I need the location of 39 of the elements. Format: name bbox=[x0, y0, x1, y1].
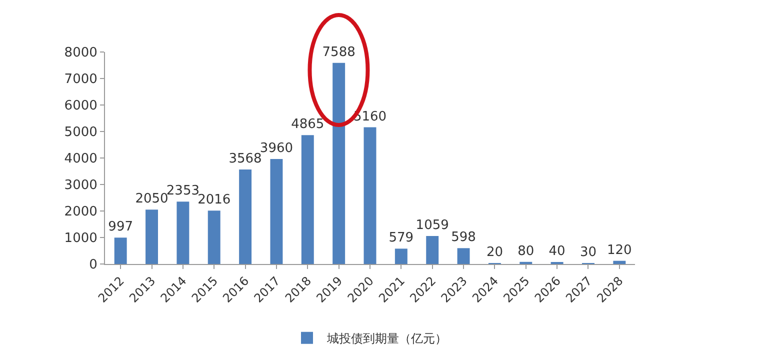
bar bbox=[457, 248, 470, 264]
y-tick-label: 4000 bbox=[64, 152, 98, 167]
bar bbox=[239, 169, 252, 264]
y-tick-label: 2000 bbox=[64, 204, 98, 220]
data-label: 30 bbox=[580, 245, 597, 260]
y-tick-label: 0 bbox=[89, 258, 98, 273]
data-label: 40 bbox=[548, 244, 566, 259]
data-label: 4865 bbox=[291, 117, 324, 132]
data-label: 997 bbox=[108, 220, 133, 235]
data-label: 579 bbox=[388, 230, 414, 246]
bar bbox=[176, 202, 190, 264]
data-label: 20 bbox=[486, 245, 503, 260]
bar bbox=[270, 159, 283, 264]
bar bbox=[364, 127, 376, 264]
data-label: 7588 bbox=[322, 44, 356, 60]
y-tick-label: 1000 bbox=[64, 231, 98, 246]
y-tick-label: 5000 bbox=[64, 125, 98, 140]
bar bbox=[208, 210, 220, 264]
bar bbox=[332, 62, 346, 264]
y-tick-label: 8000 bbox=[64, 46, 98, 61]
y-tick-label: 7000 bbox=[64, 72, 98, 88]
bar bbox=[114, 238, 127, 264]
data-label: 2353 bbox=[166, 184, 200, 199]
bar bbox=[394, 248, 408, 264]
data-label: 1059 bbox=[416, 218, 449, 233]
bar bbox=[613, 260, 626, 264]
y-tick-label: 3000 bbox=[64, 178, 98, 194]
data-label: 80 bbox=[518, 244, 534, 259]
data-label: 3960 bbox=[260, 141, 294, 156]
data-label: 2016 bbox=[198, 192, 231, 208]
legend-label: 城投债到期量（亿元） bbox=[326, 332, 447, 346]
bar bbox=[146, 210, 158, 264]
y-tick-label: 6000 bbox=[64, 98, 98, 114]
data-label: 2050 bbox=[135, 192, 168, 207]
data-label: 120 bbox=[607, 242, 632, 258]
bar bbox=[426, 236, 439, 264]
bar bbox=[301, 135, 314, 264]
data-label: 598 bbox=[451, 230, 476, 246]
data-label: 3568 bbox=[228, 151, 262, 166]
